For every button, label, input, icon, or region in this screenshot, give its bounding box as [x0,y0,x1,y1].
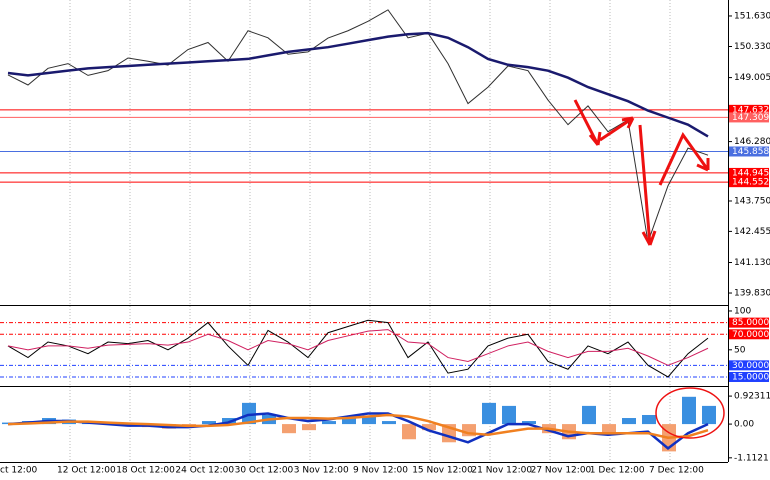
arrow [573,99,602,146]
histogram-bar [682,396,696,425]
histogram-bar [342,418,356,425]
level-label: 70.0000 [732,330,769,340]
histogram-bar [402,424,416,440]
x-tick-label: 12 Oct 12:00 [57,466,116,476]
level-label-box [729,317,769,328]
x-tick-label: 27 Nov 12:00 [531,466,592,476]
highlight-ellipse [655,387,725,439]
x-tick-label: 24 Oct 12:00 [175,466,234,476]
series-line [7,413,709,439]
histogram-bar [582,405,596,425]
histogram-bar [522,421,536,425]
grid [0,0,732,462]
y-tick-label: 50 [734,345,746,355]
level-label-box [729,167,769,178]
histogram-bar [702,405,716,425]
histogram-bar [482,402,496,425]
y-tick-label: 146.280 [734,137,770,147]
series-line [7,9,709,243]
level-label: 144.945 [732,168,769,178]
x-tick-label: 15 Nov 12:00 [412,466,473,476]
y-tick-label: 139.830 [734,289,770,299]
histogram-bar [382,421,396,425]
y-tick-label: 100 [734,306,751,316]
level-label-box [729,177,769,188]
arrow [658,132,710,186]
arrow [599,116,635,142]
y-tick-label: 151.630 [734,11,770,21]
arrow [638,124,657,246]
histogram-bar [622,418,636,425]
x-tick-label: 30 Oct 12:00 [235,466,294,476]
level-label: 15.0000 [732,372,769,382]
histogram-bar [322,421,336,425]
histogram-bar [362,416,376,425]
level-label-box [729,104,769,115]
y-tick-label: 143.750 [734,196,770,206]
level-label-box [729,360,769,371]
level-label-box [729,146,769,157]
histogram-bar [642,414,656,425]
x-tick-label: 21 Nov 12:00 [471,466,532,476]
x-tick-label: 9 Nov 12:00 [353,466,408,476]
histogram-bar [202,421,216,425]
y-tick-label: 150.330 [734,42,770,52]
marks [2,9,716,452]
y-tick-label: 0.92311 [734,392,770,402]
series-line [7,329,709,366]
histogram-bar [282,424,296,434]
level-label: 144.552 [732,178,769,188]
level-label: 30.0000 [732,361,769,371]
level-label-box [729,329,769,340]
y-tick-label: 149.005 [734,73,770,83]
x-tick-label: ct 12:00 [0,466,38,476]
level-label: 147.309 [732,113,769,123]
y-tick-label: 142.455 [734,227,770,237]
level-label: 85.0000 [732,318,769,328]
series-line [7,319,709,378]
annotations [573,99,725,439]
level-label-box [729,371,769,382]
histogram-bar [502,405,516,425]
x-tick-label: 18 Oct 12:00 [116,466,175,476]
level-label-box [729,112,769,123]
level-label: 147.632 [732,105,769,115]
x-tick-label: 1 Dec 12:00 [590,466,645,476]
y-tick-label: 0.00 [734,420,754,430]
histogram-bar [422,424,436,431]
labels: 151.630 150.330 149.005 146.280 143.750 142.4… [0,11,770,475]
level-label: 145.858 [732,147,769,157]
y-tick-label: -1.1121 [734,453,769,463]
histogram-bar [602,424,616,434]
y-tick-label: 141.130 [734,258,770,268]
x-tick-label: 3 Nov 12:00 [294,466,349,476]
series-line [7,31,709,138]
histogram-bar [302,424,316,431]
histogram-bar [242,402,256,425]
x-tick-label: 7 Dec 12:00 [649,466,704,476]
